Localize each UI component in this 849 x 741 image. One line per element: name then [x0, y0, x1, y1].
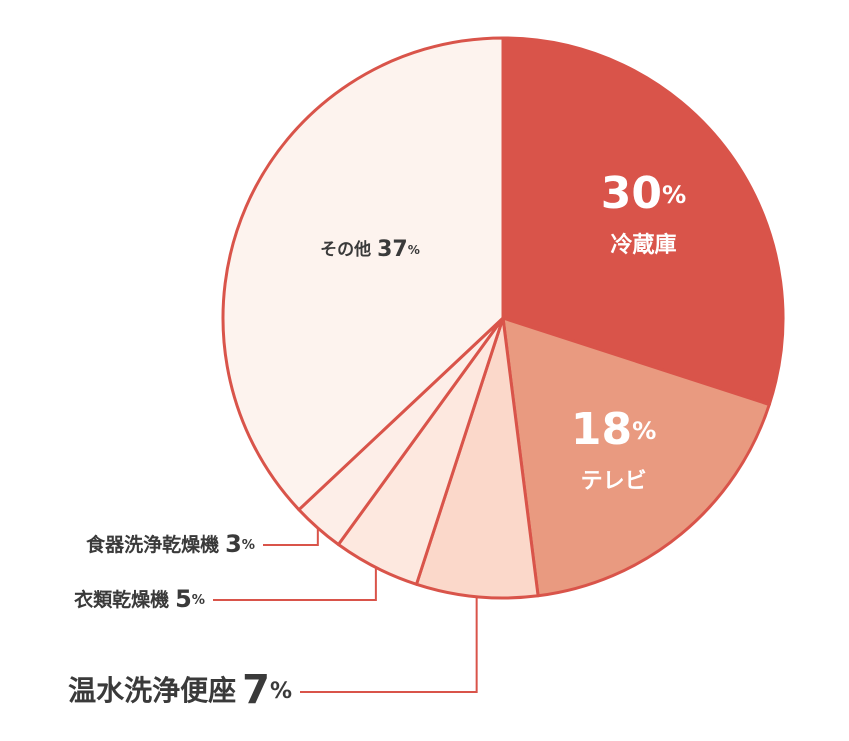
slice-label: その他 37% [320, 237, 420, 262]
slice-category-label: テレビ [581, 469, 647, 494]
slice-label: 温水洗浄便座 7% [68, 667, 292, 713]
pie-slice [414, 316, 540, 600]
slice-category-label: 冷蔵庫 [610, 232, 676, 258]
slice-label: 食器洗浄乾燥機 3% [86, 530, 255, 558]
leader-line [263, 528, 319, 546]
category-label: 衣類乾燥機 [74, 588, 169, 611]
slice-value-label: 30% [601, 168, 686, 219]
category-label: その他 [320, 239, 371, 260]
value-label: 7% [242, 667, 292, 713]
value-label: 37% [377, 237, 420, 262]
category-label: 食器洗浄乾燥機 [86, 533, 219, 556]
leader-line [213, 567, 377, 601]
value-label: 5% [175, 585, 205, 613]
value-label: 3% [225, 530, 255, 558]
slice-label: 衣類乾燥機 5% [74, 585, 205, 613]
pie-slice [501, 36, 785, 407]
pie-slice [221, 36, 505, 512]
leader-line [300, 596, 478, 693]
pie-slice [501, 316, 771, 598]
category-label: 温水洗浄便座 [68, 674, 236, 707]
slice-value-label: 18% [571, 404, 656, 455]
